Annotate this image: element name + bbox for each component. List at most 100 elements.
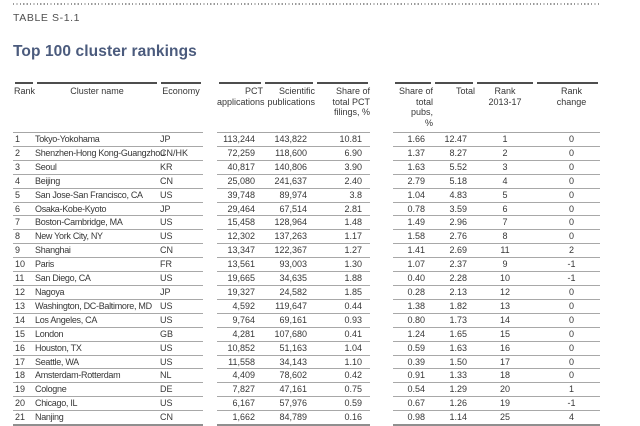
cell: 7 [475, 215, 535, 231]
column-gap [370, 299, 393, 313]
cell: 137,263 [263, 229, 315, 245]
cell: US [159, 215, 203, 231]
column-gap [370, 285, 393, 299]
cell: Tokyo-Yokohama [35, 132, 159, 147]
cell: CN [159, 174, 203, 189]
column-gap [370, 146, 393, 160]
column-gap [370, 341, 393, 355]
column-gap [370, 133, 393, 147]
column-header-share-pct-filings: Share of total PCT filings, % [315, 82, 370, 133]
cell: 14 [475, 313, 535, 328]
cell: 119,647 [263, 299, 315, 314]
cell: 1 [13, 132, 35, 147]
cell: 18 [475, 368, 535, 384]
column-gap [370, 355, 393, 369]
cell: 8 [13, 229, 35, 245]
column-gap [370, 230, 393, 244]
cell: Nanjing [35, 410, 159, 426]
cell: 0 [535, 285, 600, 300]
cell: 0.91 [393, 368, 433, 384]
column-gap [203, 216, 217, 230]
cell: 12 [475, 285, 535, 300]
cell: 4.83 [433, 188, 475, 203]
cell: KR [159, 160, 203, 175]
cell: 1.82 [433, 299, 475, 314]
column-gap [370, 244, 393, 258]
cell: 0 [535, 368, 600, 384]
cell: 0 [535, 160, 600, 175]
cell: London [35, 327, 159, 342]
cell: US [159, 299, 203, 314]
cell: 1.48 [315, 215, 370, 231]
cell: 20 [13, 396, 35, 412]
cell: US [159, 188, 203, 203]
cell: 0 [535, 313, 600, 328]
cell: NL [159, 368, 203, 384]
cell: 2.81 [315, 202, 370, 217]
cell: 0.28 [393, 285, 433, 300]
cell: 2.96 [433, 215, 475, 231]
cell: JP [159, 132, 203, 147]
column-gap [370, 327, 393, 341]
cell: 1.07 [393, 257, 433, 273]
table-row: 2 Shenzhen-Hong Kong-Guangzhou CN/HK 72,259… [13, 146, 600, 161]
cell: 12,302 [217, 229, 263, 245]
column-header-rank: Rank [13, 82, 35, 133]
cell: 7,827 [217, 382, 263, 398]
cell: 19,665 [217, 271, 263, 286]
cell: 2 [13, 146, 35, 161]
column-gap [203, 244, 217, 258]
cell: 6,167 [217, 396, 263, 412]
cell: CN [159, 410, 203, 426]
table-row: 16 Houston, TX US 10,852 51,163 1.04 0.59 1.63 1… [13, 341, 600, 356]
cell: 25,080 [217, 174, 263, 189]
column-gap [203, 272, 217, 286]
cell: 0.78 [393, 202, 433, 217]
rankings-table: Rank Cluster name Economy PCT applicatio… [13, 82, 600, 426]
table-row: 9 Shanghai CN 13,347 122,367 1.27 1.41 2.69 11 2 [13, 243, 600, 259]
cell: 15 [13, 327, 35, 342]
cell: -1 [535, 396, 600, 412]
column-gap [370, 216, 393, 230]
cell: 0 [535, 174, 600, 189]
column-gap [370, 313, 393, 327]
cell: 8 [475, 229, 535, 245]
column-gap [203, 383, 217, 397]
cell: 1.14 [433, 410, 475, 426]
cell: 0.54 [393, 382, 433, 398]
column-gap [203, 411, 217, 425]
cell: 9 [475, 257, 535, 273]
column-gap [203, 146, 217, 160]
cell: 4,281 [217, 327, 263, 342]
cell: 1.33 [433, 368, 475, 384]
cell: Osaka-Kobe-Kyoto [35, 202, 159, 217]
cell: 6 [13, 202, 35, 217]
cell: Cologne [35, 382, 159, 398]
cell: 3.8 [315, 188, 370, 203]
cell: Houston, TX [35, 341, 159, 356]
cell: 15 [475, 327, 535, 342]
cell: Nagoya [35, 285, 159, 300]
cell: 1.10 [315, 355, 370, 370]
cell: CN/HK [159, 146, 203, 161]
cell: 3 [475, 160, 535, 175]
table-row: 4 Beijing CN 25,080 241,637 2.40 2.79 5.18 4 0 [13, 174, 600, 189]
cell: 1.38 [393, 299, 433, 314]
cell: 0.59 [315, 396, 370, 412]
cell: DE [159, 382, 203, 398]
cell: 1.04 [315, 341, 370, 356]
cell: 0.80 [393, 313, 433, 328]
cell: 0 [535, 132, 600, 147]
table-row: 6 Osaka-Kobe-Kyoto JP 29,464 67,514 2.81 0.78 3… [13, 202, 600, 217]
cell: 143,822 [263, 132, 315, 147]
table-row: 15 London GB 4,281 107,680 0.41 1.24 1.65 15 0 [13, 327, 600, 342]
column-gap [370, 174, 393, 188]
cell: 2 [475, 146, 535, 161]
table-row: 10 Paris FR 13,561 93,003 1.30 1.07 2.37 9 -1 [13, 257, 600, 273]
column-gap [203, 355, 217, 369]
cell: 78,602 [263, 368, 315, 384]
cell: 7 [13, 215, 35, 231]
cell: 113,244 [217, 132, 263, 147]
column-header-economy: Economy [159, 82, 203, 133]
